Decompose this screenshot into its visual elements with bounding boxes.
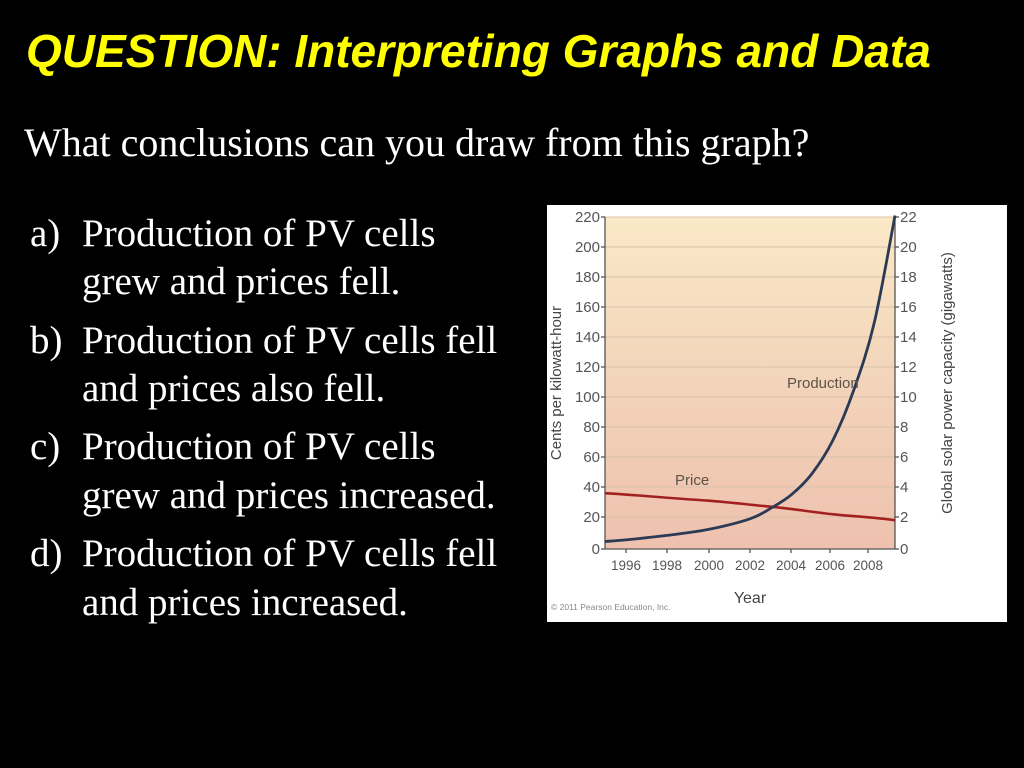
svg-text:60: 60 xyxy=(583,449,600,466)
svg-text:16: 16 xyxy=(900,299,917,316)
svg-text:Global solar power capacity (g: Global solar power capacity (gigawatts) xyxy=(939,252,956,514)
svg-text:14: 14 xyxy=(900,329,917,346)
svg-text:120: 120 xyxy=(575,359,600,376)
svg-text:2004: 2004 xyxy=(776,558,807,573)
svg-text:20: 20 xyxy=(900,239,917,256)
svg-text:4: 4 xyxy=(900,479,908,496)
svg-text:8: 8 xyxy=(900,419,908,436)
svg-text:1996: 1996 xyxy=(611,558,641,573)
svg-text:0: 0 xyxy=(900,541,908,558)
svg-text:22: 22 xyxy=(900,209,917,226)
svg-text:2000: 2000 xyxy=(694,558,724,573)
svg-text:2006: 2006 xyxy=(815,558,845,573)
svg-text:40: 40 xyxy=(583,479,600,496)
svg-text:220: 220 xyxy=(575,209,600,226)
svg-text:180: 180 xyxy=(575,269,600,286)
svg-text:140: 140 xyxy=(575,329,600,346)
svg-text:18: 18 xyxy=(900,269,917,286)
svg-text:Cents per kilowatt-hour: Cents per kilowatt-hour xyxy=(548,306,565,460)
svg-text:160: 160 xyxy=(575,299,600,316)
svg-text:© 2011 Pearson Education, Inc.: © 2011 Pearson Education, Inc. xyxy=(551,602,671,612)
svg-text:6: 6 xyxy=(900,449,908,466)
svg-text:80: 80 xyxy=(583,419,600,436)
svg-text:10: 10 xyxy=(900,389,917,406)
svg-text:Year: Year xyxy=(734,590,767,607)
svg-text:20: 20 xyxy=(583,509,600,526)
svg-text:1998: 1998 xyxy=(652,558,682,573)
svg-text:200: 200 xyxy=(575,239,600,256)
svg-text:2: 2 xyxy=(900,509,908,526)
svg-text:100: 100 xyxy=(575,389,600,406)
svg-text:2002: 2002 xyxy=(735,558,765,573)
svg-text:Production: Production xyxy=(787,375,859,392)
svg-text:Price: Price xyxy=(675,472,709,489)
svg-text:0: 0 xyxy=(592,541,600,558)
svg-text:2008: 2008 xyxy=(853,558,883,573)
svg-text:12: 12 xyxy=(900,359,917,376)
